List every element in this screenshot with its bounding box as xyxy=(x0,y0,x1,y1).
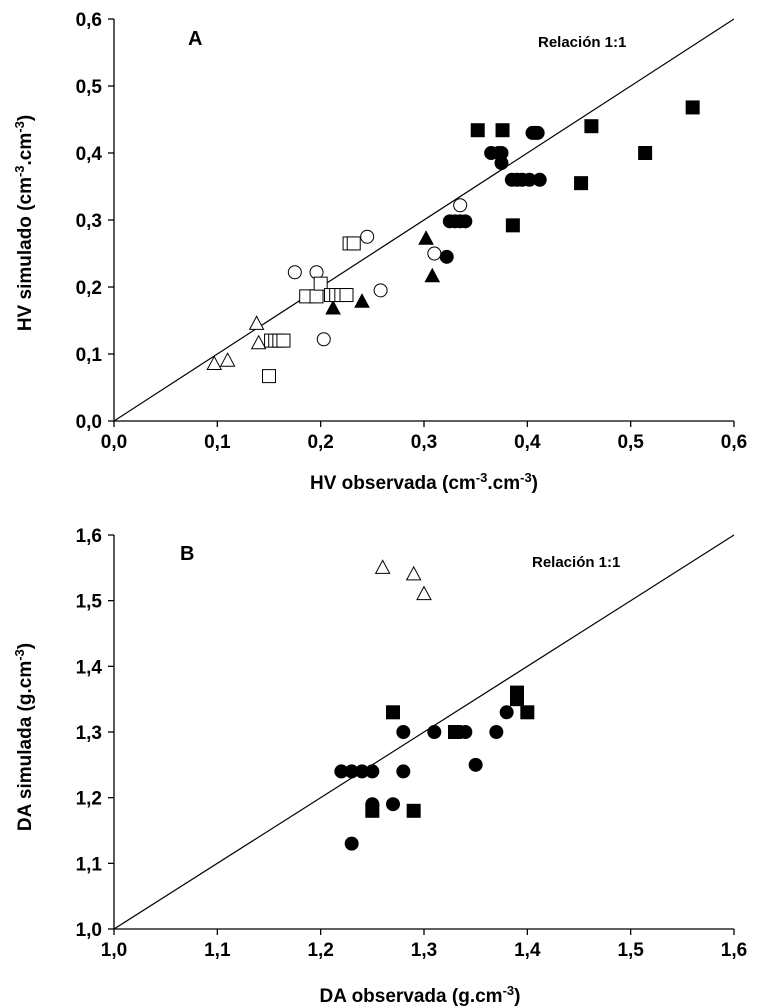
panel-b-letter: B xyxy=(180,543,194,565)
panel-b-point-triangle-open xyxy=(405,565,422,581)
panel-b-y-tick-label: 1,6 xyxy=(76,526,102,547)
panel-a-point-circle-filled xyxy=(530,125,545,140)
panel-a-point-square-open xyxy=(346,236,361,251)
panel-b-x-tick-label: 1,3 xyxy=(411,940,437,961)
panel-a-point-triangle-filled xyxy=(418,230,434,245)
panel-b-y-tick-label: 1,4 xyxy=(76,657,103,678)
panel-b-point-circle-filled xyxy=(427,725,442,739)
panel-b-marks: 1,0 1,1 1,2 1,3 1,4 1,5 1,6 1,0 1,1 1,2 1,3 1,4 1,5 1… xyxy=(76,526,748,961)
panel-a-y-tick-label: 0,1 xyxy=(76,345,103,366)
panel-b-x-tick-label: 1,2 xyxy=(307,940,333,961)
panel-a-x-tick-label: 0,4 xyxy=(514,432,541,453)
panel-a-chart: 0,0 0,1 0,2 0,3 0,4 0,5 0,6 0,0 0,1 0,2 0,3 0,4 0,5 0… xyxy=(12,10,747,494)
panel-a-point-triangle-filled xyxy=(325,299,341,315)
panel-b-x-tick-label: 1,0 xyxy=(101,940,127,961)
panel-b-point-circle-filled xyxy=(365,797,380,812)
panel-b-x-axis-title: DA observada (g.cm-3) xyxy=(320,983,521,1007)
panel-a-point-triangle-open xyxy=(250,334,267,350)
panel-b-point-circle-filled xyxy=(499,705,514,720)
panel-b-point-circle-filled xyxy=(386,797,400,812)
panel-b-point-square-filled xyxy=(406,803,421,818)
panel-b-y-tick-label: 1,1 xyxy=(76,854,103,875)
panel-a-point-square-filled xyxy=(505,218,520,233)
panel-a-point-square-filled xyxy=(574,176,589,191)
panel-a-point-square-open xyxy=(309,289,324,304)
panel-b-point-circle-filled xyxy=(468,757,483,772)
panel-a-point-square-open xyxy=(276,333,291,348)
panel-a-point-triangle-open xyxy=(248,315,265,330)
panel-a-point-square-open xyxy=(313,276,328,291)
panel-a-one-to-one-line xyxy=(113,18,735,422)
panel-b-point-circle-filled xyxy=(344,836,359,851)
panel-a-letter: A xyxy=(188,28,202,50)
panel-b-y-tick-label: 1,3 xyxy=(76,723,102,744)
panel-a-point-circle-open xyxy=(287,265,302,280)
panel-b-x-tick-label: 1,5 xyxy=(617,940,644,961)
panel-a-x-axis-title: HV observada (cm-3.cm-3) xyxy=(310,470,538,494)
panel-b-y-axis-title: DA simulada (g.cm-3) xyxy=(12,643,36,831)
panel-a-x-tick-label: 0,1 xyxy=(204,432,231,453)
panel-a-reference-label: Relación 1:1 xyxy=(538,34,626,51)
panel-b-point-circle-filled xyxy=(396,725,411,739)
panel-a-point-square-filled xyxy=(584,119,599,134)
panel-b-y-tick-label: 1,5 xyxy=(76,592,103,613)
panel-a-point-triangle-filled xyxy=(424,267,441,283)
panel-a-point-circle-open xyxy=(360,229,375,244)
panel-a-x-tick-label: 0,6 xyxy=(721,432,747,453)
panel-a-y-tick-label: 0,3 xyxy=(76,211,102,232)
panel-a-y-tick-label: 0,5 xyxy=(76,77,103,98)
panel-a-y-tick-label: 0,4 xyxy=(76,144,103,165)
panel-b-y-tick-label: 1,0 xyxy=(76,920,102,941)
panel-a-point-circle-open xyxy=(427,246,442,261)
panel-b-point-square-filled xyxy=(510,692,524,707)
panel-a-point-square-open xyxy=(339,288,354,303)
panel-a-point-circle-filled xyxy=(494,156,509,171)
panel-b-one-to-one-line xyxy=(113,534,735,930)
panel-b-point-square-filled xyxy=(386,705,400,720)
panel-a-point-circle-filled xyxy=(532,172,547,187)
panel-a-point-square-open xyxy=(262,369,276,384)
panel-a-y-tick-label: 0,0 xyxy=(76,412,102,433)
panel-b-point-circle-filled xyxy=(365,764,380,779)
panel-b-chart: 1,0 1,1 1,2 1,3 1,4 1,5 1,6 1,0 1,1 1,2 1,3 1,4 1,5 1… xyxy=(12,526,747,1007)
panel-a-x-tick-label: 0,3 xyxy=(411,432,437,453)
panel-a-point-circle-open xyxy=(316,332,331,347)
panel-b-x-tick-label: 1,6 xyxy=(721,940,747,961)
panel-b-point-circle-filled xyxy=(458,725,473,739)
panel-b-y-tick-label: 1,2 xyxy=(76,789,102,810)
panel-a-x-tick-label: 0,2 xyxy=(307,432,333,453)
panel-b-point-circle-filled xyxy=(489,725,504,739)
panel-a-point-circle-open xyxy=(373,283,388,298)
panel-b-x-tick-label: 1,4 xyxy=(514,940,541,961)
panel-a-point-square-filled xyxy=(638,146,653,160)
panel-b-point-triangle-open xyxy=(374,559,391,574)
panel-a-point-triangle-open xyxy=(206,355,223,371)
panel-a-point-circle-filled xyxy=(458,214,473,229)
panel-a-point-circle-filled xyxy=(439,249,454,264)
panel-b-point-square-filled xyxy=(520,705,535,720)
panel-a-point-triangle-filled xyxy=(354,293,370,308)
panel-b-reference-label: Relación 1:1 xyxy=(532,554,620,571)
panel-a-point-square-filled xyxy=(495,123,510,138)
panel-b-point-triangle-open xyxy=(416,585,432,601)
panel-a-y-axis-title: HV simulado (cm-3.cm-3) xyxy=(12,115,36,331)
panel-a-point-square-filled xyxy=(470,123,485,138)
panel-a-x-tick-label: 0,0 xyxy=(101,432,127,453)
panel-a-point-circle-open xyxy=(453,198,468,213)
panel-b-point-circle-filled xyxy=(396,764,411,779)
panel-a-marks: 0,0 0,1 0,2 0,3 0,4 0,5 0,6 0,0 0,1 0,2 0,3 0,4 0,5 0… xyxy=(76,10,748,453)
panel-a-point-square-filled xyxy=(685,100,700,115)
panel-b-x-tick-label: 1,1 xyxy=(204,940,231,961)
panel-a-y-tick-label: 0,6 xyxy=(76,10,102,31)
panel-a-x-tick-label: 0,5 xyxy=(617,432,644,453)
panel-a-y-tick-label: 0,2 xyxy=(76,278,102,299)
panel-a-point-triangle-open xyxy=(219,352,236,367)
